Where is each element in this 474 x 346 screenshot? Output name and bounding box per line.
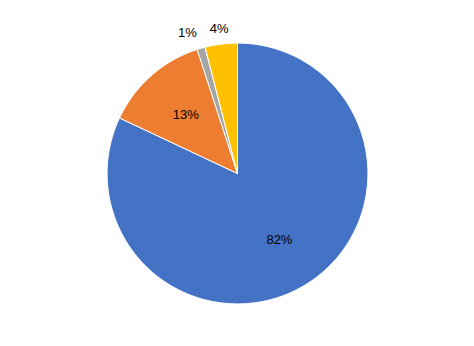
svg-text:82%: 82% [266, 232, 292, 247]
svg-text:4%: 4% [210, 21, 229, 36]
svg-text:13%: 13% [173, 107, 199, 122]
svg-text:1%: 1% [178, 25, 197, 40]
